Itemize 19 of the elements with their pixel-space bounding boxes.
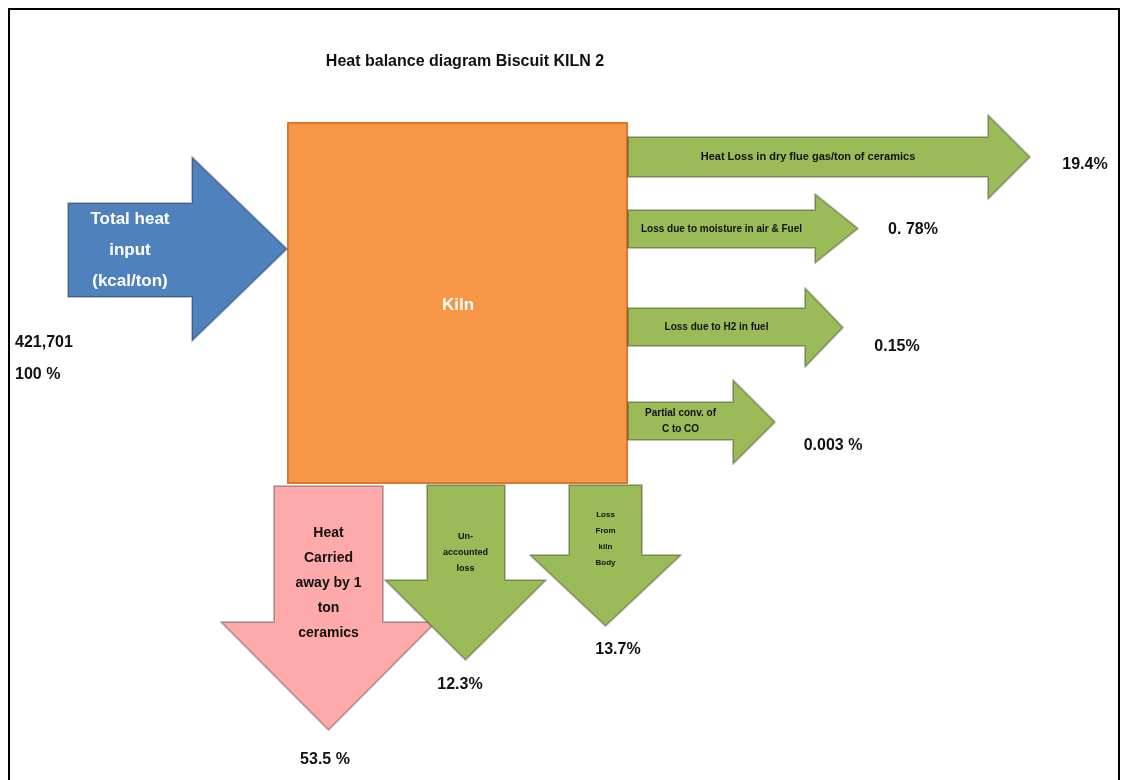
- data-label: 53.5 %: [300, 750, 350, 768]
- text: Heat balance diagram Biscuit KILN 2: [325, 52, 605, 70]
- data-label: 19.4%: [1062, 155, 1108, 173]
- text: 421,701: [15, 333, 73, 351]
- text: Kiln: [441, 294, 475, 314]
- data-label: 0.15%: [874, 337, 920, 355]
- category-label: Loss From kiln Body: [595, 510, 617, 568]
- category-label: Loss due to moisture in air & Fuel: [640, 222, 803, 234]
- category-label: Total heat input (kcal/ton): [90, 208, 170, 290]
- category-label: Partial conv. of C to CO: [645, 406, 717, 434]
- data-label: 12.3%: [437, 675, 483, 693]
- category-label: Un-accounted loss: [442, 531, 489, 574]
- data-label: 0.003 %: [803, 436, 863, 454]
- category-label: Heat Loss in dry flue gas/ton of ceramics: [700, 150, 916, 163]
- category-label: Loss due to H2 in fuel: [664, 320, 769, 332]
- data-label: 100 %: [15, 365, 61, 383]
- category-label: Heat Carried away by 1 ton ceramics: [295, 523, 362, 640]
- data-label: 0. 78%: [888, 220, 938, 238]
- data-label: 13.7%: [595, 640, 641, 658]
